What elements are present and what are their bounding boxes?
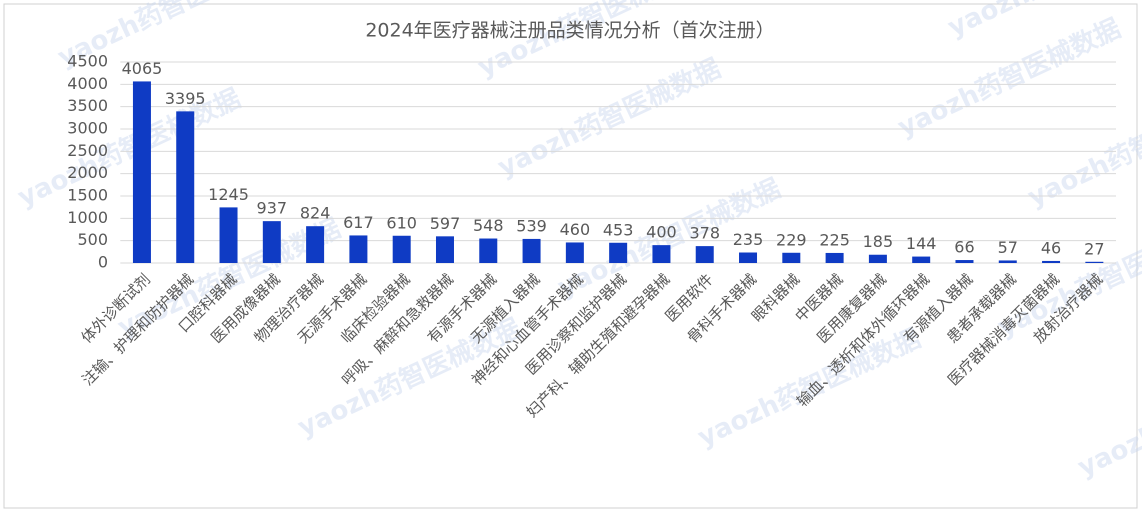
value-label: 185 (863, 232, 894, 251)
bar (132, 81, 151, 264)
bar (262, 221, 281, 263)
bar (868, 254, 887, 263)
bar (782, 252, 801, 263)
value-label: 4065 (122, 59, 163, 78)
value-label: 548 (473, 216, 504, 235)
value-label: 937 (257, 199, 288, 218)
bar (1085, 261, 1104, 263)
bar (912, 256, 931, 263)
value-label: 144 (906, 234, 937, 253)
bar (435, 236, 454, 263)
value-label: 453 (603, 220, 634, 239)
value-label: 235 (733, 230, 764, 249)
value-label: 460 (560, 220, 591, 239)
y-tick-label: 1500 (67, 186, 108, 205)
value-label: 824 (300, 204, 331, 223)
y-tick-label: 2500 (67, 141, 108, 160)
bar (176, 111, 195, 264)
y-tick-label: 4000 (67, 74, 108, 93)
value-label: 229 (776, 230, 807, 249)
bar (219, 207, 238, 263)
value-label: 539 (516, 216, 547, 235)
bar (1042, 260, 1061, 263)
value-label: 378 (689, 224, 720, 243)
value-label: 46 (1041, 238, 1061, 257)
value-label: 1245 (208, 185, 249, 204)
value-label: 617 (343, 213, 374, 232)
bar (739, 252, 758, 263)
value-label: 597 (430, 214, 461, 233)
value-label: 225 (819, 230, 850, 249)
y-tick-label: 3500 (67, 96, 108, 115)
bar (652, 245, 671, 263)
value-label: 66 (954, 238, 974, 257)
y-tick-label: 0 (98, 253, 108, 272)
value-label: 57 (998, 238, 1018, 257)
value-label: 610 (386, 213, 417, 232)
bar (998, 260, 1017, 263)
y-tick-label: 1000 (67, 208, 108, 227)
y-tick-label: 500 (77, 230, 108, 249)
bar (695, 246, 714, 263)
y-tick-label: 3000 (67, 119, 108, 138)
y-tick-label: 2000 (67, 163, 108, 182)
bar (392, 235, 411, 263)
value-label: 400 (646, 223, 677, 242)
bar (825, 252, 844, 263)
bar (306, 226, 325, 263)
bar (479, 238, 498, 263)
value-label: 27 (1084, 239, 1104, 258)
chart-title: 2024年医疗器械注册品类情况分析（首次注册） (365, 20, 774, 42)
value-label: 3395 (165, 89, 206, 108)
bar (609, 242, 628, 263)
bar (955, 260, 974, 263)
y-tick-label: 4500 (67, 52, 108, 71)
bar (522, 238, 541, 263)
bar (565, 242, 584, 263)
bar (349, 235, 368, 263)
